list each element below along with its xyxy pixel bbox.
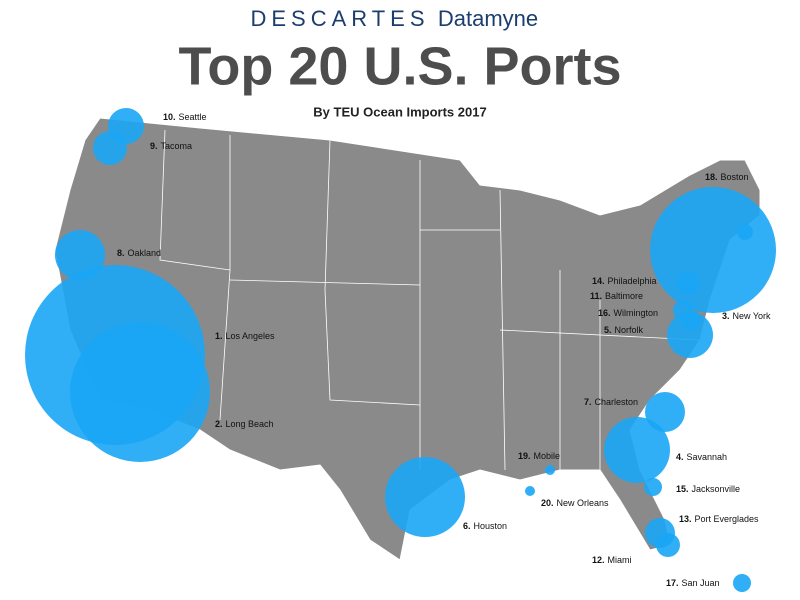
port-label: 16. Wilmington: [598, 308, 658, 318]
port-circle: [604, 417, 670, 483]
port-label: 17. San Juan: [666, 578, 720, 588]
port-rank: 16.: [598, 308, 611, 318]
port-circle: [737, 224, 753, 240]
port-circle: [676, 271, 700, 295]
port-name: Long Beach: [226, 419, 274, 429]
port-rank: 17.: [666, 578, 679, 588]
title: Top 20 U.S. Ports: [178, 36, 621, 96]
port-label: 4. Savannah: [676, 452, 727, 462]
port-label: 13. Port Everglades: [679, 514, 759, 524]
subtitle: By TEU Ocean Imports 2017: [313, 104, 486, 119]
port-circles: [25, 108, 776, 592]
port-circle: [645, 518, 675, 548]
port-rank: 4.: [676, 452, 684, 462]
port-circle: [55, 230, 105, 280]
port-name: Wilmington: [614, 308, 659, 318]
port-rank: 5.: [604, 325, 612, 335]
port-circle: [645, 392, 685, 432]
port-circle: [70, 322, 210, 462]
port-rank: 9.: [150, 141, 158, 151]
port-label: 12. Miami: [592, 555, 632, 565]
port-circle: [681, 310, 701, 330]
port-label: 11. Baltimore: [590, 291, 643, 301]
port-rank: 2.: [215, 419, 223, 429]
port-name: New Orleans: [557, 498, 610, 508]
port-circle: [108, 108, 144, 144]
port-circle: [525, 486, 535, 496]
port-label: 20. New Orleans: [541, 498, 609, 508]
port-name: Los Angeles: [226, 331, 276, 341]
port-label: 15. Jacksonville: [676, 484, 740, 494]
port-rank: 11.: [590, 291, 602, 301]
port-label: 10. Seattle: [163, 112, 207, 122]
port-label: 7. Charleston: [584, 397, 638, 407]
port-name: Baltimore: [605, 291, 643, 301]
port-name: Seattle: [179, 112, 207, 122]
port-label: 1. Los Angeles: [215, 331, 275, 341]
state-lines: [159, 129, 701, 471]
port-name: Miami: [608, 555, 632, 565]
port-circle: [733, 574, 751, 592]
port-name: Port Everglades: [695, 514, 760, 524]
port-label: 9. Tacoma: [150, 141, 192, 151]
port-rank: 8.: [117, 248, 125, 258]
port-name: Boston: [721, 172, 749, 182]
port-circle: [667, 312, 713, 358]
port-name: Jacksonville: [692, 484, 741, 494]
port-circle: [650, 187, 776, 313]
port-name: Charleston: [595, 397, 639, 407]
port-rank: 10.: [163, 112, 176, 122]
port-circle: [644, 478, 662, 496]
port-label: 3. New York: [722, 311, 771, 321]
port-rank: 19.: [518, 451, 531, 461]
port-label: 19. Mobile: [518, 451, 560, 461]
port-label: 5. Norfolk: [604, 325, 644, 335]
port-label: 14. Philadelphia: [592, 276, 657, 286]
port-rank: 12.: [592, 555, 605, 565]
port-circle: [385, 457, 465, 537]
port-label: 18. Boston: [705, 172, 749, 182]
port-name: Tacoma: [161, 141, 193, 151]
port-rank: 3.: [722, 311, 730, 321]
port-name: Oakland: [128, 248, 162, 258]
port-label: 2. Long Beach: [215, 419, 274, 429]
port-rank: 14.: [592, 276, 605, 286]
port-name: San Juan: [682, 578, 720, 588]
brand-sub: Datamyne: [438, 6, 538, 31]
port-name: New York: [733, 311, 772, 321]
port-label: 6. Houston: [463, 521, 507, 531]
port-rank: 15.: [676, 484, 689, 494]
port-name: Houston: [474, 521, 508, 531]
port-label: 8. Oakland: [117, 248, 161, 258]
port-name: Savannah: [687, 452, 728, 462]
port-name: Norfolk: [615, 325, 644, 335]
brand: DESCARTES: [250, 6, 429, 31]
port-name: Mobile: [534, 451, 561, 461]
port-circle: [545, 465, 555, 475]
port-rank: 20.: [541, 498, 554, 508]
port-rank: 13.: [679, 514, 692, 524]
port-name: Philadelphia: [608, 276, 657, 286]
port-rank: 1.: [215, 331, 223, 341]
port-rank: 7.: [584, 397, 592, 407]
port-rank: 6.: [463, 521, 471, 531]
port-rank: 18.: [705, 172, 718, 182]
